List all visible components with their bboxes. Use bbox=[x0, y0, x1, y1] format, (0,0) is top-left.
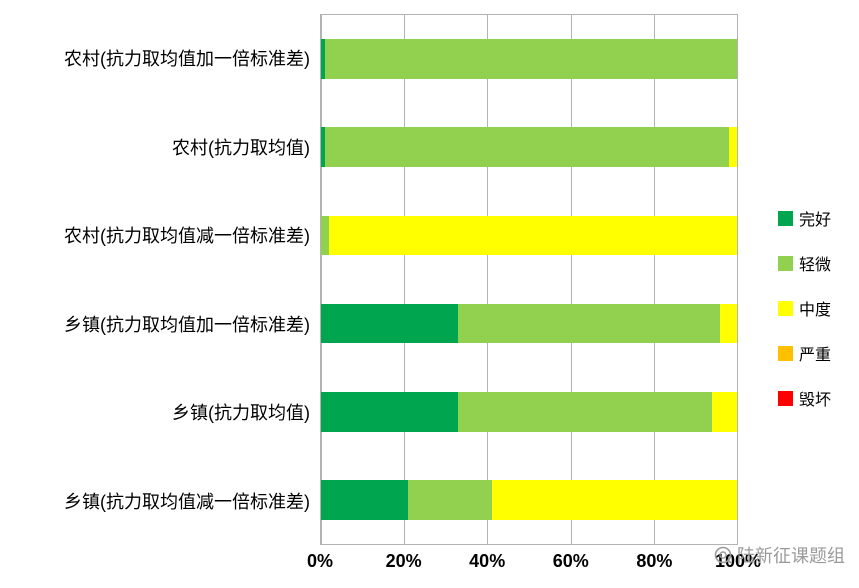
x-tick-label: 20% bbox=[385, 551, 422, 571]
x-tick-label: 60% bbox=[552, 551, 589, 571]
bar-segment-完好 bbox=[321, 391, 459, 432]
legend-label: 毁坏 bbox=[799, 392, 832, 409]
bar-row bbox=[321, 456, 737, 544]
bar-row bbox=[321, 191, 737, 279]
category-label: 乡镇(抗力取均值加一倍标准差) bbox=[64, 314, 310, 335]
gridline bbox=[487, 15, 489, 544]
legend-swatch bbox=[778, 345, 793, 361]
bar-segment-中度 bbox=[329, 215, 737, 256]
bar-segment-中度 bbox=[491, 480, 737, 520]
bar-segment-轻微 bbox=[458, 303, 721, 344]
bar-row bbox=[321, 103, 737, 191]
stacked-bar bbox=[321, 303, 737, 344]
legend-swatch bbox=[778, 210, 793, 226]
gridline bbox=[737, 15, 738, 544]
x-axis: 0% 20% 40% 60% 80% 100% bbox=[307, 551, 761, 579]
watermark: 陆新征课题组 bbox=[714, 542, 845, 568]
bar-segment-完好 bbox=[321, 480, 409, 520]
bar-row bbox=[321, 368, 737, 456]
watermark-logo-icon bbox=[714, 546, 732, 564]
bar-row bbox=[321, 280, 737, 368]
stacked-bar bbox=[321, 480, 737, 520]
bar-segment-完好 bbox=[321, 303, 459, 344]
category-label: 乡镇(抗力取均值减一倍标准差) bbox=[64, 491, 310, 512]
legend-item: 轻微 bbox=[778, 251, 831, 275]
plot-area bbox=[320, 14, 738, 545]
bar-segment-轻微 bbox=[321, 215, 330, 256]
bar-segment-中度 bbox=[720, 303, 737, 344]
category-label: 农村(抗力取均值) bbox=[172, 137, 310, 158]
category-label: 农村(抗力取均值加一倍标准差) bbox=[64, 49, 310, 70]
legend-item: 严重 bbox=[778, 341, 831, 365]
legend-swatch bbox=[778, 390, 793, 406]
legend-label: 完好 bbox=[799, 212, 832, 229]
legend-item: 完好 bbox=[778, 206, 831, 230]
x-tick-label: 80% bbox=[636, 551, 673, 571]
x-tick-label: 40% bbox=[469, 551, 506, 571]
category-label: 乡镇(抗力取均值) bbox=[172, 403, 310, 424]
gridline bbox=[321, 15, 322, 544]
legend: 完好轻微中度严重毁坏 bbox=[778, 206, 831, 410]
bar-segment-轻微 bbox=[325, 39, 737, 79]
bar-segment-中度 bbox=[712, 391, 737, 432]
bar-segment-轻微 bbox=[458, 391, 713, 432]
bar-segment-完好 bbox=[321, 127, 326, 168]
category-label: 农村(抗力取均值减一倍标准差) bbox=[64, 226, 310, 247]
x-tick-label: 0% bbox=[306, 551, 334, 571]
stacked-bar bbox=[321, 39, 737, 79]
watermark-text: 陆新征课题组 bbox=[737, 546, 845, 566]
legend-label: 中度 bbox=[799, 302, 832, 319]
bar-row bbox=[321, 15, 737, 103]
bar-segment-中度 bbox=[728, 127, 737, 168]
bar-segment-轻微 bbox=[408, 480, 492, 520]
gridline bbox=[570, 15, 572, 544]
category-labels: 农村(抗力取均值加一倍标准差) 农村(抗力取均值) 农村(抗力取均值减一倍标准差) 乡… bbox=[0, 14, 312, 545]
stacked-bar bbox=[321, 215, 737, 256]
legend-label: 严重 bbox=[799, 347, 832, 364]
stacked-bar bbox=[321, 127, 737, 168]
legend-swatch bbox=[778, 255, 793, 271]
legend-label: 轻微 bbox=[799, 257, 832, 274]
bar-segment-完好 bbox=[321, 39, 326, 79]
legend-item: 中度 bbox=[778, 296, 831, 320]
bar-segment-轻微 bbox=[325, 127, 729, 168]
gridlines bbox=[321, 15, 738, 544]
legend-swatch bbox=[778, 300, 793, 316]
gridline bbox=[653, 15, 655, 544]
bars bbox=[321, 15, 737, 544]
gridline bbox=[404, 15, 406, 544]
stacked-bar bbox=[321, 391, 737, 432]
legend-item: 毁坏 bbox=[778, 386, 831, 410]
